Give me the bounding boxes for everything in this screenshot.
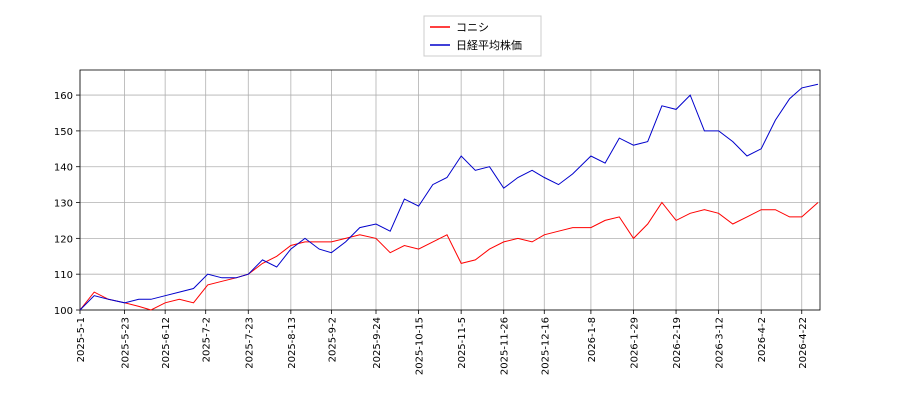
x-tick-label: 2025-12-16 xyxy=(540,317,551,375)
x-tick-label: 2025-7-2 xyxy=(202,317,213,362)
y-tick-label: 130 xyxy=(54,199,73,210)
y-tick-label: 100 xyxy=(54,306,73,317)
x-tick-label: 2025-11-5 xyxy=(457,317,468,369)
x-tick-label: 2026-4-22 xyxy=(798,317,809,369)
x-tick-label: 2025-5-1 xyxy=(76,317,87,362)
legend-label: コニシ xyxy=(456,21,489,34)
legend-box xyxy=(423,15,542,57)
x-tick-label: 2026-1-8 xyxy=(587,317,598,362)
line-series xyxy=(79,201,819,311)
y-tick-label: 150 xyxy=(54,127,73,138)
x-tick-label: 2025-9-2 xyxy=(327,317,338,362)
x-tick-label: 2025-10-15 xyxy=(415,317,426,375)
x-tick-label: 2025-8-13 xyxy=(287,317,298,369)
y-tick-label: 120 xyxy=(54,234,73,245)
x-tick-label: 2025-5-23 xyxy=(121,317,132,369)
plot-frame xyxy=(79,69,821,311)
x-tick-label: 2026-4-2 xyxy=(757,317,768,362)
y-tick-label: 140 xyxy=(54,163,73,174)
x-tick-label: 2025-11-26 xyxy=(500,317,511,375)
x-tick-label: 2025-6-12 xyxy=(161,317,172,369)
x-tick-label: 2026-1-29 xyxy=(629,317,640,369)
line-series xyxy=(79,83,819,311)
x-tick-label: 2025-7-23 xyxy=(244,317,255,369)
y-tick-label: 160 xyxy=(54,91,73,102)
x-tick-label: 2026-2-19 xyxy=(672,317,683,369)
x-tick-label: 2026-3-12 xyxy=(715,317,726,369)
y-tick-label: 110 xyxy=(54,270,73,281)
x-tick-label: 2025-9-24 xyxy=(372,317,383,369)
legend-label: 日経平均株価 xyxy=(456,38,522,52)
